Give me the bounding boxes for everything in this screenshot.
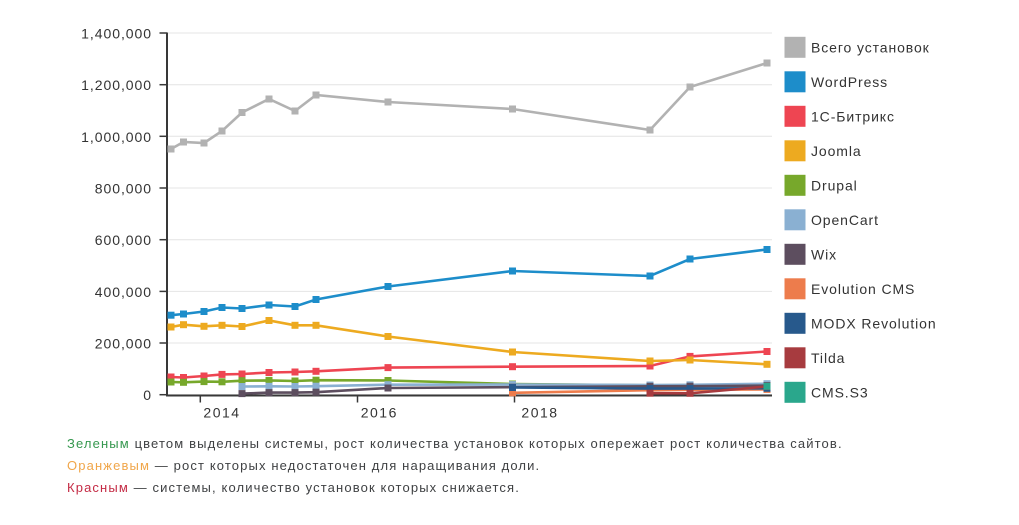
svg-text:2014: 2014 bbox=[203, 405, 240, 421]
svg-text:2018: 2018 bbox=[521, 405, 558, 421]
svg-text:1,200,000: 1,200,000 bbox=[81, 77, 152, 93]
svg-text:1,400,000: 1,400,000 bbox=[81, 26, 152, 42]
svg-text:WordPress: WordPress bbox=[811, 74, 888, 90]
svg-text:1,000,000: 1,000,000 bbox=[81, 129, 152, 145]
svg-text:Всего установок: Всего установок bbox=[811, 39, 930, 55]
svg-text:Tilda: Tilda bbox=[811, 350, 845, 366]
svg-text:1С-Битрикс: 1С-Битрикс bbox=[811, 108, 895, 124]
svg-text:0: 0 bbox=[143, 387, 152, 403]
svg-text:200,000: 200,000 bbox=[95, 336, 152, 352]
svg-text:800,000: 800,000 bbox=[95, 181, 152, 197]
svg-text:CMS.S3: CMS.S3 bbox=[811, 384, 869, 400]
svg-text:OpenCart: OpenCart bbox=[811, 212, 879, 228]
svg-text:MODX Revolution: MODX Revolution bbox=[811, 315, 937, 331]
svg-text:600,000: 600,000 bbox=[95, 232, 152, 248]
svg-text:Evolution CMS: Evolution CMS bbox=[811, 281, 915, 297]
svg-text:Wix: Wix bbox=[811, 246, 837, 262]
svg-text:Joomla: Joomla bbox=[811, 143, 862, 159]
svg-text:Drupal: Drupal bbox=[811, 177, 858, 193]
svg-text:2016: 2016 bbox=[361, 405, 398, 421]
svg-text:400,000: 400,000 bbox=[95, 284, 152, 300]
